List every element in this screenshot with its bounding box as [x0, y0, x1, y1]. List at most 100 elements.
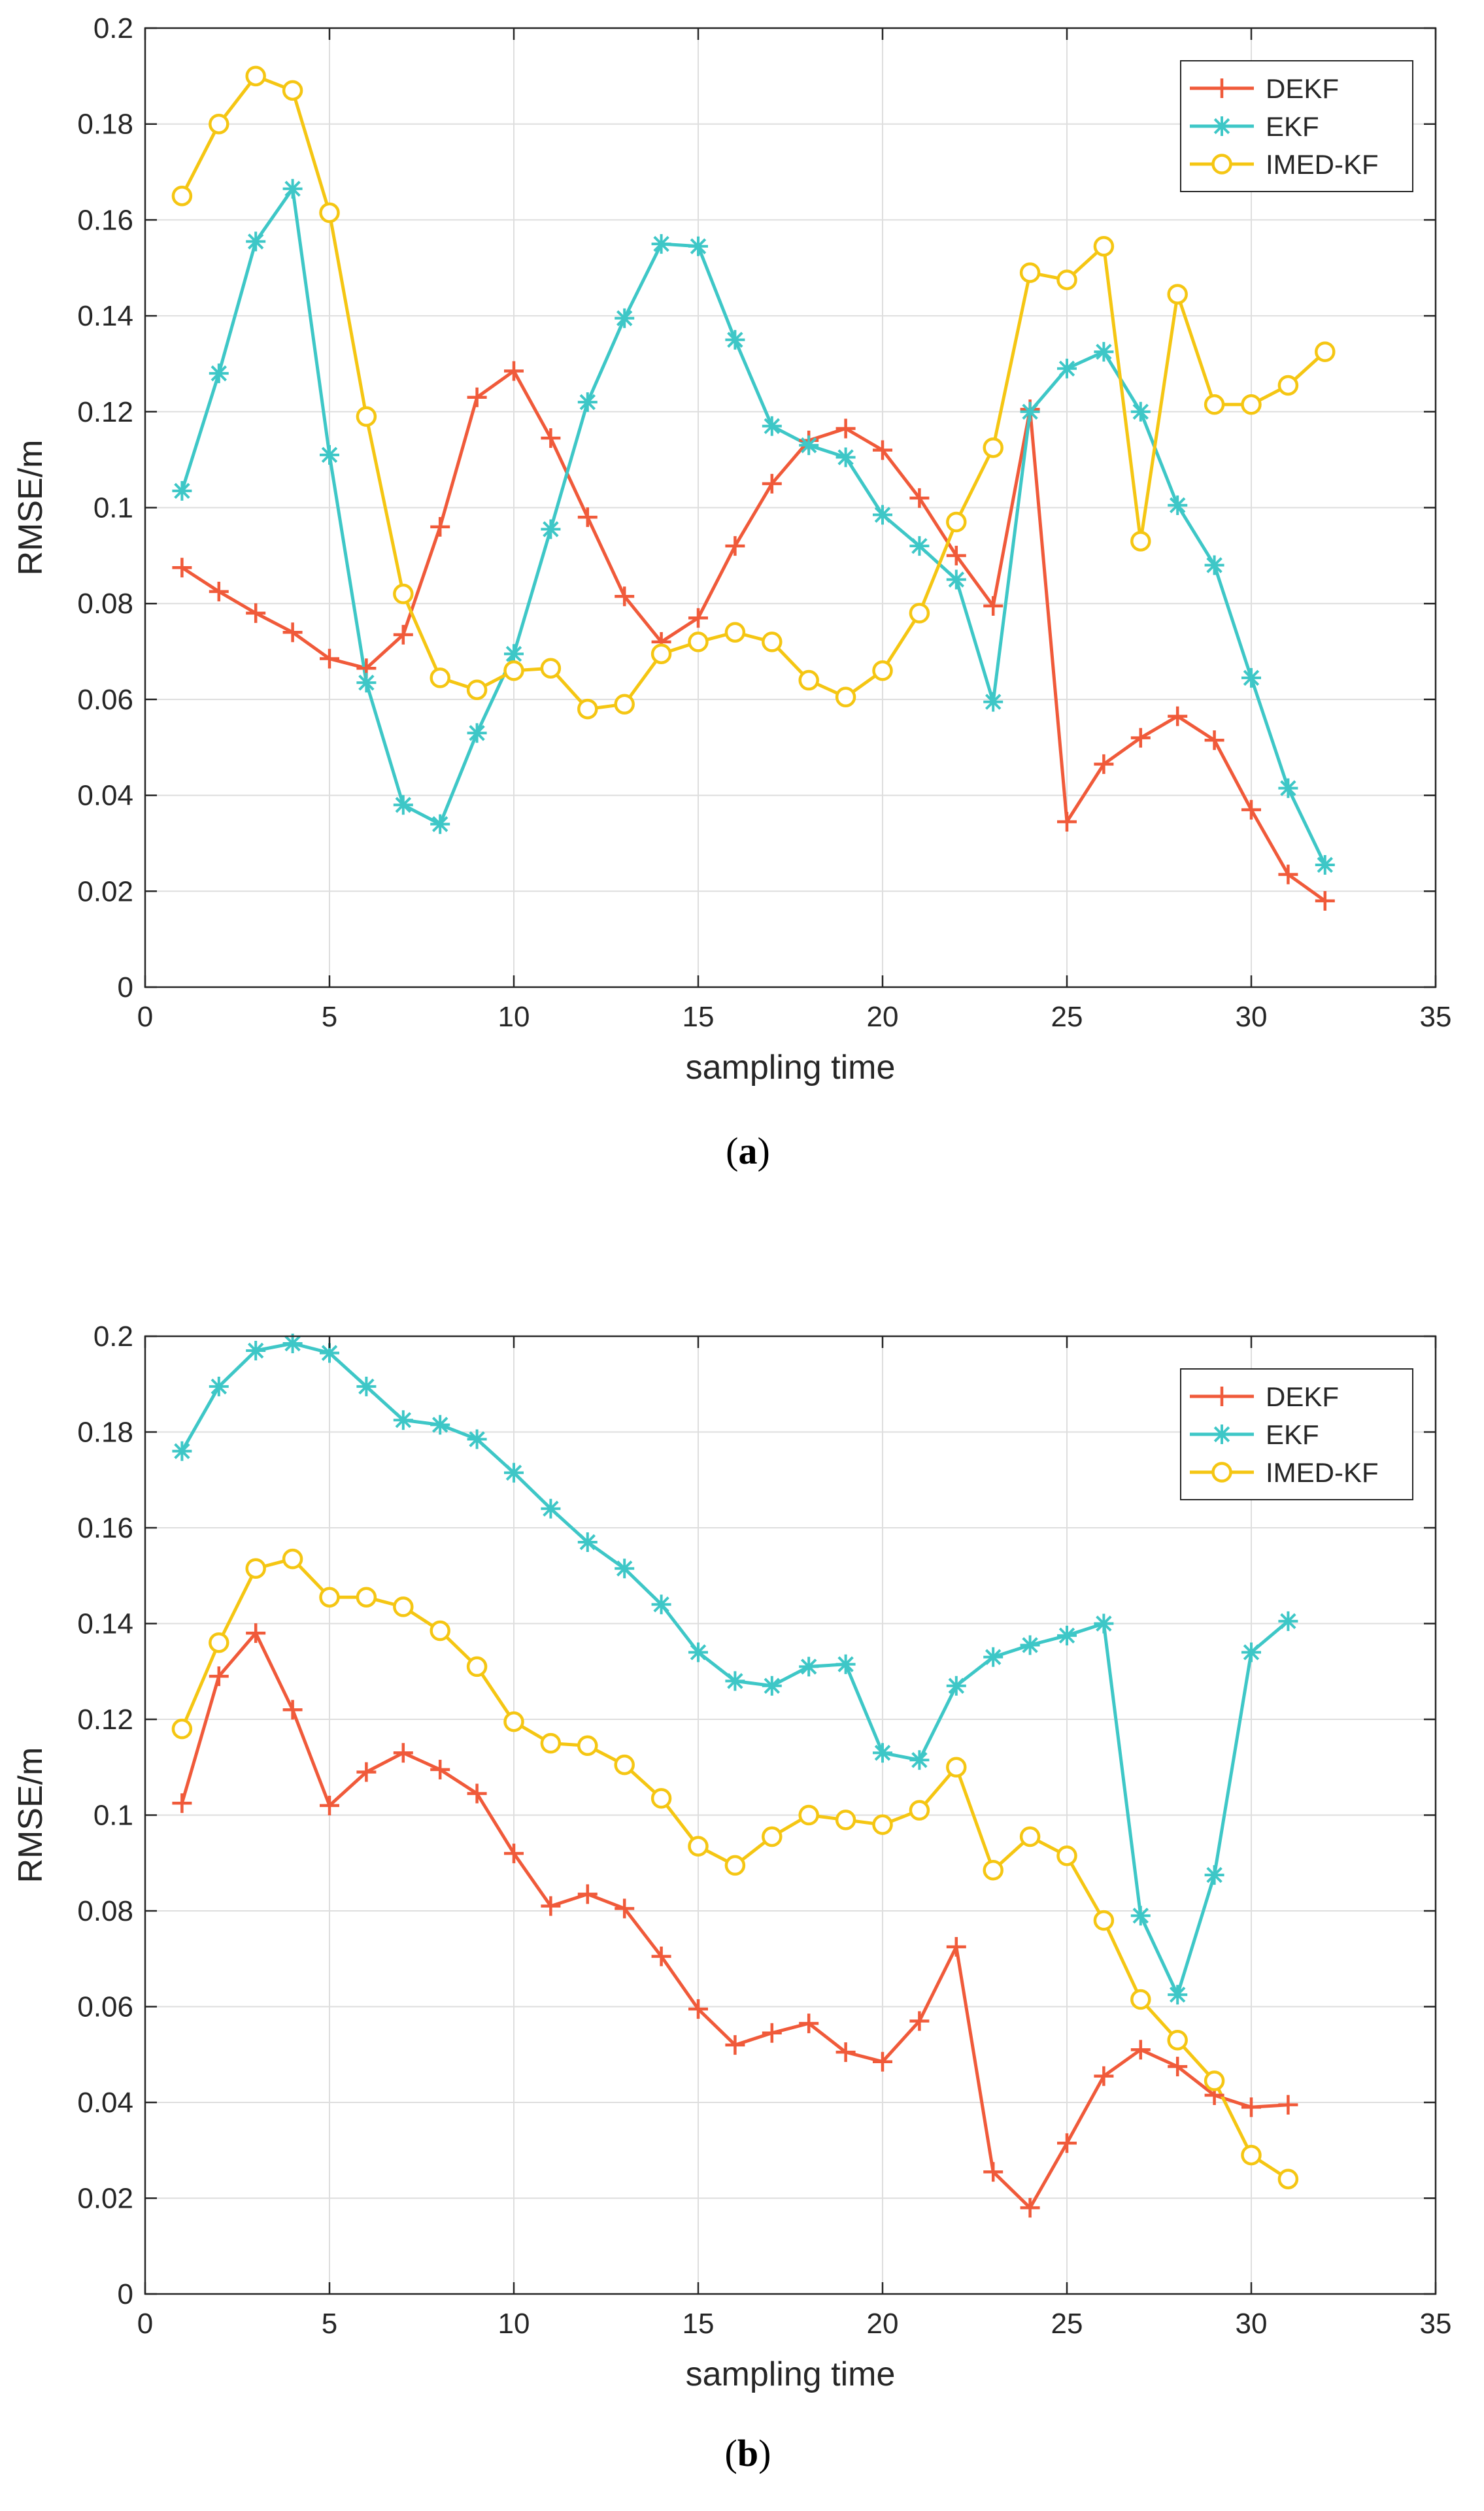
y-tick-label: 0.06 — [77, 684, 133, 716]
data-point-circle-marker — [356, 406, 377, 427]
data-point-plus-marker — [983, 2162, 1003, 2182]
data-point-plus-marker — [615, 586, 635, 607]
legend-label: DEKF — [1266, 1381, 1339, 1412]
data-point-plus-marker — [615, 1898, 635, 1919]
data-point-plus-marker — [467, 1783, 487, 1804]
legend: DEKF EKF IMED-KF — [1180, 1368, 1413, 1500]
x-tick-label: 35 — [1420, 1001, 1452, 1033]
data-point-circle-marker — [430, 667, 450, 688]
x-tick-label: 10 — [498, 1001, 530, 1033]
y-tick-label: 0.14 — [77, 1608, 133, 1640]
data-point-circle-marker — [466, 679, 488, 700]
x-tick-label: 0 — [137, 2308, 153, 2340]
x-tick-label: 25 — [1051, 2308, 1083, 2340]
data-point-plus-marker — [1094, 754, 1114, 774]
x-tick-labels: 0 5 10 15 20 25 30 35 — [137, 2308, 1452, 2340]
data-point-plus-marker — [946, 545, 966, 565]
data-point-plus-marker — [246, 1623, 266, 1643]
x-tick-label: 35 — [1420, 2308, 1452, 2340]
data-point-circle-marker — [1211, 154, 1232, 175]
data-point-asterisk-marker — [1168, 495, 1188, 515]
data-point-asterisk-marker — [835, 1654, 856, 1674]
data-point-circle-marker — [798, 1804, 819, 1826]
data-point-circle-marker — [614, 694, 635, 715]
data-point-plus-marker — [946, 1936, 966, 1957]
data-point-circle-marker — [909, 1800, 930, 1821]
data-point-circle-marker — [577, 1735, 598, 1757]
data-point-asterisk-marker — [799, 1657, 819, 1677]
data-point-asterisk-marker — [1315, 854, 1335, 875]
data-point-asterisk-marker — [320, 445, 339, 465]
data-point-plus-marker — [393, 1743, 413, 1763]
data-point-plus-marker — [1212, 78, 1232, 98]
data-point-asterisk-marker — [430, 1415, 450, 1435]
data-point-circle-marker — [1130, 531, 1151, 552]
data-point-circle-marker — [540, 1732, 562, 1754]
data-point-circle-marker — [1277, 375, 1299, 396]
data-point-asterisk-marker — [688, 1642, 708, 1662]
chart-panel-a: 0 5 10 15 20 25 30 35 0 0.02 0.04 0.06 0… — [12, 12, 1451, 1172]
data-point-plus-marker — [725, 536, 745, 556]
data-point-asterisk-marker — [320, 1343, 339, 1363]
data-point-plus-marker — [430, 1759, 450, 1779]
data-point-plus-marker — [320, 1795, 339, 1815]
data-point-circle-marker — [1241, 394, 1262, 415]
data-point-circle-marker — [946, 1757, 967, 1778]
y-tick-label: 0.12 — [77, 396, 133, 428]
y-tick-label: 0.18 — [77, 1417, 133, 1449]
data-point-circle-marker — [209, 113, 229, 135]
series-lines — [180, 74, 1327, 903]
data-point-plus-marker — [688, 1999, 708, 2019]
data-point-circle-marker — [1315, 341, 1336, 362]
data-point-circle-marker — [835, 1810, 856, 1830]
data-point-asterisk-marker — [1130, 1906, 1151, 1926]
data-point-plus-marker — [172, 1793, 192, 1813]
data-point-circle-marker — [1241, 2144, 1262, 2166]
data-point-asterisk-marker — [1241, 667, 1261, 688]
data-point-circle-marker — [503, 660, 524, 681]
data-point-circle-marker — [245, 1558, 266, 1579]
legend-label: IMED-KF — [1266, 149, 1379, 180]
data-point-plus-marker — [873, 440, 892, 460]
data-point-circle-marker — [282, 80, 303, 101]
y-tick-label: 0.16 — [77, 204, 133, 236]
data-point-circle-marker — [835, 686, 856, 707]
data-point-asterisk-marker — [983, 692, 1003, 712]
data-point-asterisk-marker — [504, 644, 524, 664]
data-point-asterisk-marker — [1130, 401, 1151, 422]
legend-label: DEKF — [1266, 73, 1339, 104]
y-tick-label: 0.02 — [77, 2183, 133, 2215]
data-point-plus-marker — [1020, 2198, 1040, 2218]
data-point-plus-marker — [430, 516, 450, 537]
data-point-asterisk-marker — [725, 1671, 745, 1691]
data-point-asterisk-marker — [725, 329, 745, 350]
data-point-circle-marker — [909, 603, 930, 624]
data-point-circle-marker — [171, 1718, 193, 1740]
data-point-asterisk-marker — [430, 814, 450, 834]
data-point-circle-marker — [762, 1826, 783, 1847]
data-point-asterisk-marker — [1204, 555, 1224, 575]
y-tick-labels: 0 0.02 0.04 0.06 0.08 0.1 0.12 0.14 0.16… — [77, 1321, 133, 2310]
y-tick-label: 0.2 — [93, 1321, 133, 1353]
data-point-circle-marker — [1130, 1989, 1151, 2010]
data-point-circle-marker — [724, 1855, 746, 1876]
data-point-circle-marker — [1167, 2030, 1188, 2051]
x-tick-label: 30 — [1236, 2308, 1268, 2340]
data-point-asterisk-marker — [873, 505, 892, 525]
y-tick-label: 0.08 — [77, 588, 133, 620]
data-point-asterisk-marker — [615, 308, 635, 328]
data-point-asterisk-marker — [172, 1441, 192, 1461]
data-point-circle-marker — [1093, 1910, 1115, 1931]
data-point-asterisk-marker — [983, 1647, 1003, 1667]
data-point-circle-marker — [650, 643, 672, 664]
data-point-asterisk-marker — [172, 480, 192, 501]
data-point-asterisk-marker — [577, 1532, 598, 1552]
y-axis-label: RMSE/m — [12, 1747, 50, 1883]
data-point-circle-marker — [356, 1587, 377, 1608]
data-point-plus-marker — [356, 1762, 377, 1782]
data-point-plus-marker — [467, 387, 487, 407]
data-point-asterisk-marker — [1020, 1635, 1040, 1655]
y-tick-label: 0.2 — [93, 12, 133, 44]
tick-marks — [144, 1335, 1437, 2295]
